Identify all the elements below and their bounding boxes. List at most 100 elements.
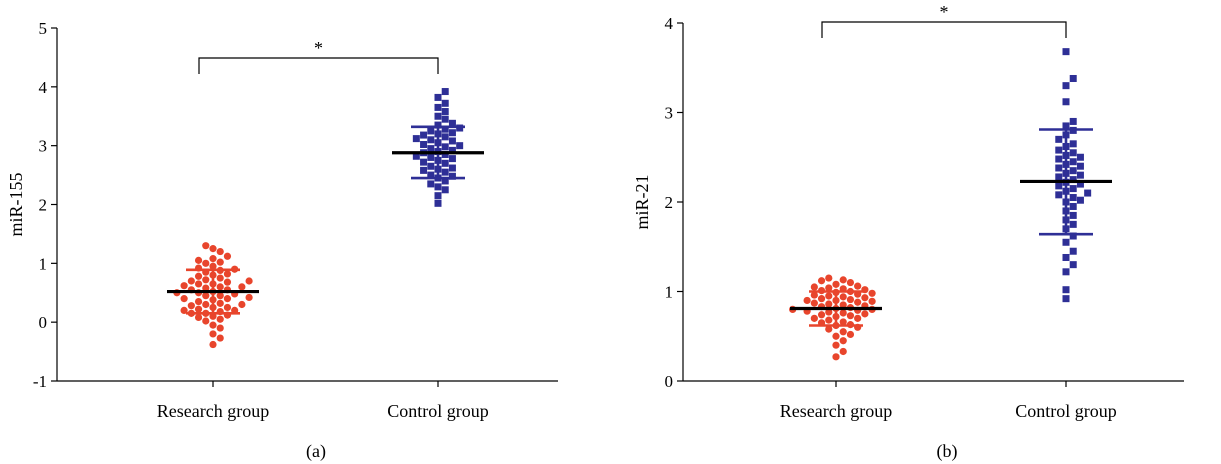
- data-point: [448, 164, 456, 172]
- data-point: [209, 245, 217, 253]
- data-point: [441, 177, 449, 185]
- data-point: [825, 308, 833, 316]
- data-point: [1055, 182, 1063, 190]
- data-point: [194, 313, 203, 322]
- data-point: [427, 162, 435, 170]
- data-point: [832, 353, 840, 361]
- data-point: [868, 297, 876, 305]
- data-point: [1069, 202, 1077, 210]
- data-point: [1062, 268, 1070, 276]
- y-tick-label: 3: [665, 104, 674, 123]
- data-point: [1062, 82, 1070, 90]
- data-point: [427, 145, 435, 153]
- data-point: [441, 168, 449, 176]
- data-point: [441, 115, 449, 123]
- data-point: [209, 340, 217, 349]
- panel-label: (a): [306, 441, 326, 462]
- data-point: [441, 88, 449, 96]
- data-point: [1069, 261, 1077, 269]
- data-point: [216, 258, 224, 266]
- data-point: [832, 332, 840, 340]
- data-point: [1062, 286, 1070, 294]
- data-point: [434, 112, 442, 120]
- data-point: [427, 136, 435, 144]
- data-point: [448, 129, 456, 137]
- panel-a: -1 0 1 2 3 4 5 Research group Control group miR-1…: [6, 19, 558, 462]
- data-point: [434, 199, 442, 207]
- data-point: [1069, 117, 1077, 125]
- data-point: [238, 283, 246, 291]
- panel-label: (b): [937, 441, 958, 462]
- data-point: [216, 315, 224, 323]
- data-point: [202, 276, 210, 284]
- y-tick-label: 4: [39, 78, 48, 97]
- data-point: [202, 259, 210, 267]
- data-point: [1055, 146, 1063, 154]
- data-point: [420, 131, 428, 139]
- data-point: [1055, 164, 1063, 172]
- data-point: [427, 127, 435, 135]
- data-point: [861, 294, 869, 302]
- data-point: [1069, 74, 1077, 82]
- data-point: [194, 297, 203, 306]
- data-point: [202, 317, 210, 325]
- data-point: [448, 172, 456, 180]
- data-point: [1069, 167, 1077, 175]
- x-tick-label: Research group: [157, 401, 269, 421]
- data-point: [1055, 155, 1063, 163]
- data-point: [846, 312, 855, 320]
- data-point: [1069, 232, 1077, 240]
- data-point: [216, 283, 224, 291]
- data-point: [1069, 194, 1077, 202]
- data-point: [810, 314, 818, 322]
- significance-marker: *: [314, 38, 323, 58]
- data-point: [803, 296, 811, 305]
- data-point: [448, 137, 456, 145]
- data-point: [846, 330, 855, 339]
- y-tick-label: 4: [665, 14, 674, 33]
- y-axis-label: miR-21: [632, 174, 652, 229]
- data-point: [209, 330, 217, 338]
- data-point: [832, 341, 840, 349]
- data-point: [223, 295, 232, 303]
- significance-marker: *: [940, 2, 949, 22]
- data-point: [420, 140, 428, 148]
- y-tick-label: 3: [39, 137, 48, 156]
- data-point: [1084, 189, 1092, 197]
- data-point: [456, 142, 464, 150]
- x-tick-label: Control group: [387, 401, 489, 421]
- y-tick-label: 0: [39, 313, 48, 332]
- data-point: [448, 119, 456, 127]
- y-tick-label: -1: [33, 372, 47, 391]
- data-point: [854, 314, 862, 322]
- data-point: [1069, 247, 1077, 255]
- data-point: [1062, 295, 1070, 303]
- data-point: [839, 309, 847, 317]
- data-point: [839, 276, 847, 284]
- data-point: [825, 316, 833, 324]
- data-point: [216, 334, 224, 342]
- data-point: [209, 255, 217, 263]
- data-point: [810, 299, 818, 307]
- data-point: [825, 284, 833, 292]
- data-point: [420, 166, 428, 174]
- data-point: [825, 300, 833, 308]
- data-point: [187, 302, 195, 310]
- y-tick-label: 1: [665, 283, 674, 302]
- data-point: [825, 325, 833, 333]
- data-point: [238, 300, 246, 309]
- y-tick-label: 1: [39, 254, 48, 273]
- data-point: [1062, 253, 1070, 261]
- data-point: [441, 159, 449, 167]
- data-point: [209, 262, 217, 270]
- data-point: [1076, 180, 1084, 188]
- data-point: [1069, 211, 1077, 219]
- data-point: [441, 99, 449, 107]
- y-tick-label: 2: [665, 193, 674, 212]
- data-point: [1069, 149, 1077, 157]
- data-point: [448, 155, 456, 163]
- data-point: [817, 311, 826, 319]
- data-point: [1062, 98, 1070, 106]
- data-point: [216, 274, 224, 282]
